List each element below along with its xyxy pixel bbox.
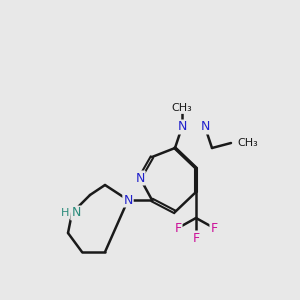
Text: N: N: [123, 194, 133, 206]
Text: N: N: [71, 206, 81, 220]
Text: F: F: [210, 221, 218, 235]
Text: N: N: [200, 121, 210, 134]
Text: H: H: [61, 208, 69, 218]
Text: N: N: [177, 121, 187, 134]
Text: CH₃: CH₃: [237, 138, 258, 148]
Text: F: F: [174, 221, 182, 235]
Text: F: F: [192, 232, 200, 244]
Text: CH₃: CH₃: [172, 103, 192, 113]
Text: N: N: [135, 172, 145, 184]
